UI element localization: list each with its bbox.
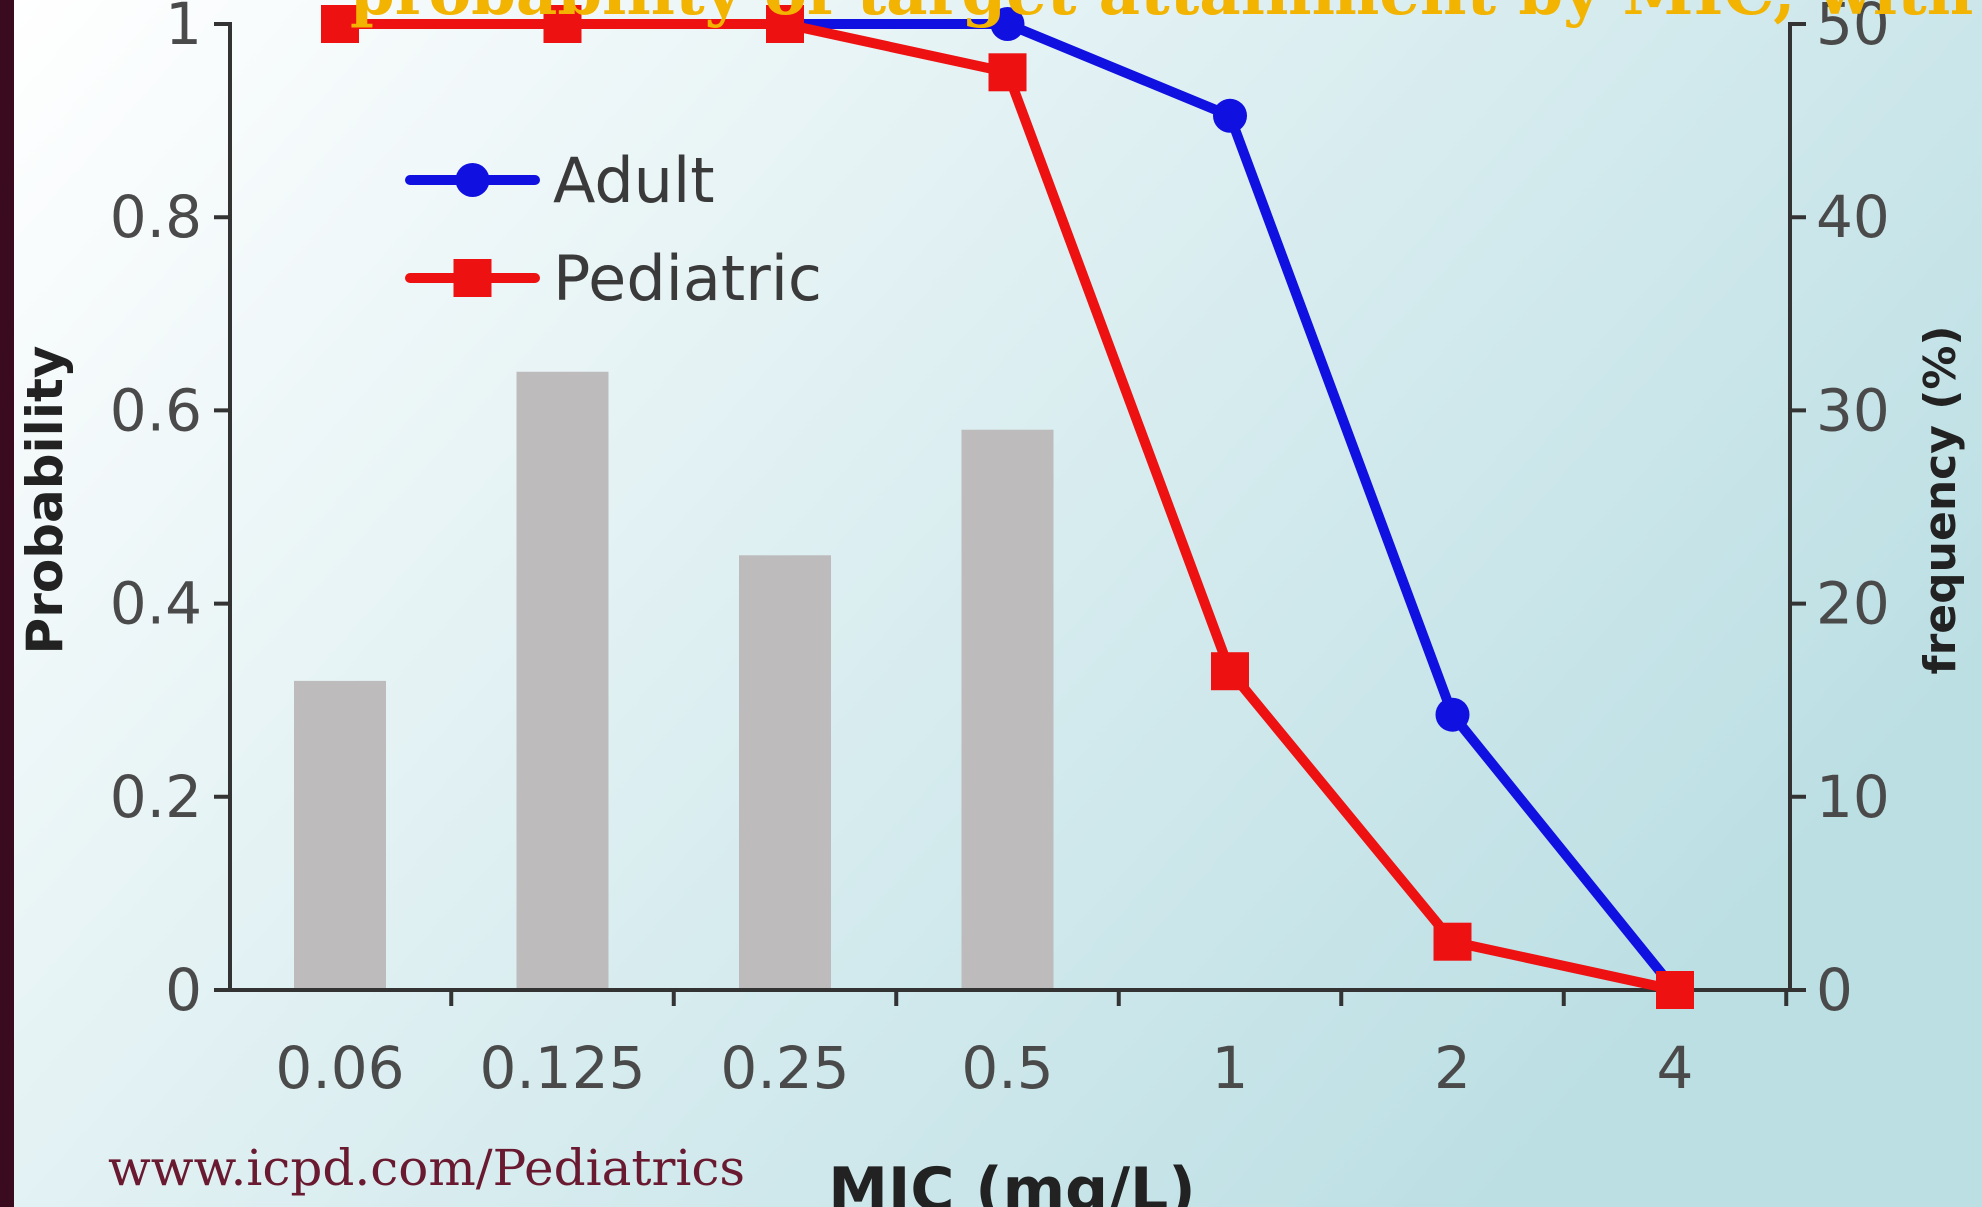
x-tick-label: 0.06 xyxy=(275,1034,404,1102)
y-tick-label: 1 xyxy=(165,0,202,58)
watermark-url: www.icpd.com/Pediatrics xyxy=(108,1139,745,1197)
legend-marker-pediatric xyxy=(453,259,492,297)
y-tick-label: 0.4 xyxy=(110,570,202,638)
x-axis-title: MIC (mg/L) xyxy=(828,1155,1195,1207)
x-tick-label: 0.125 xyxy=(479,1034,645,1102)
x-tick-label: 4 xyxy=(1657,1034,1694,1102)
legend-label-pediatric: Pediatric xyxy=(553,242,822,315)
data-point-pediatric xyxy=(1211,652,1249,691)
legend-marker-adult xyxy=(455,163,490,197)
data-point-pediatric xyxy=(766,5,804,43)
probability-series xyxy=(321,5,1694,1009)
x-tick-label: 0.25 xyxy=(720,1034,849,1102)
histogram-bar-0.25 xyxy=(739,555,831,990)
histogram-bars xyxy=(294,371,1054,991)
data-point-pediatric xyxy=(1433,922,1472,961)
x-tick-label: 2 xyxy=(1434,1034,1471,1102)
y2-tick-label: 30 xyxy=(1816,376,1890,444)
y2-axis-title: frequency (%) xyxy=(1915,325,1966,674)
legend: Adult Pediatric xyxy=(405,144,822,315)
y-tick-label: 0.8 xyxy=(110,183,202,251)
legend-label-adult: Adult xyxy=(553,144,715,217)
data-point-adult xyxy=(990,7,1025,41)
y-tick-label: 0.6 xyxy=(110,376,202,444)
histogram-bar-0.125 xyxy=(516,371,609,990)
x-tick-label: 1 xyxy=(1212,1034,1249,1102)
y-tick-label: 0.2 xyxy=(110,763,202,831)
y2-tick-label: 40 xyxy=(1816,183,1890,251)
histogram-bar-0.5 xyxy=(961,429,1054,991)
y2-tick-label: 10 xyxy=(1816,763,1890,831)
y2-tick-label: 50 xyxy=(1816,0,1890,58)
y-tick-label: 0 xyxy=(165,956,202,1024)
data-point-pediatric xyxy=(1656,971,1694,1009)
y2-tick-label: 0 xyxy=(1816,956,1853,1024)
histogram-bar-0.06 xyxy=(294,680,386,990)
data-point-pediatric xyxy=(988,53,1027,92)
data-point-adult xyxy=(1435,697,1470,732)
y2-tick-label: 20 xyxy=(1816,570,1890,638)
data-point-adult xyxy=(1213,98,1247,133)
data-point-pediatric xyxy=(321,5,359,43)
y-axis-title: Probability xyxy=(16,346,74,655)
data-point-pediatric xyxy=(543,5,582,43)
x-tick-label: 0.5 xyxy=(961,1034,1053,1102)
slide-top-caption: probability of target attainment by MIC,… xyxy=(350,0,1982,30)
